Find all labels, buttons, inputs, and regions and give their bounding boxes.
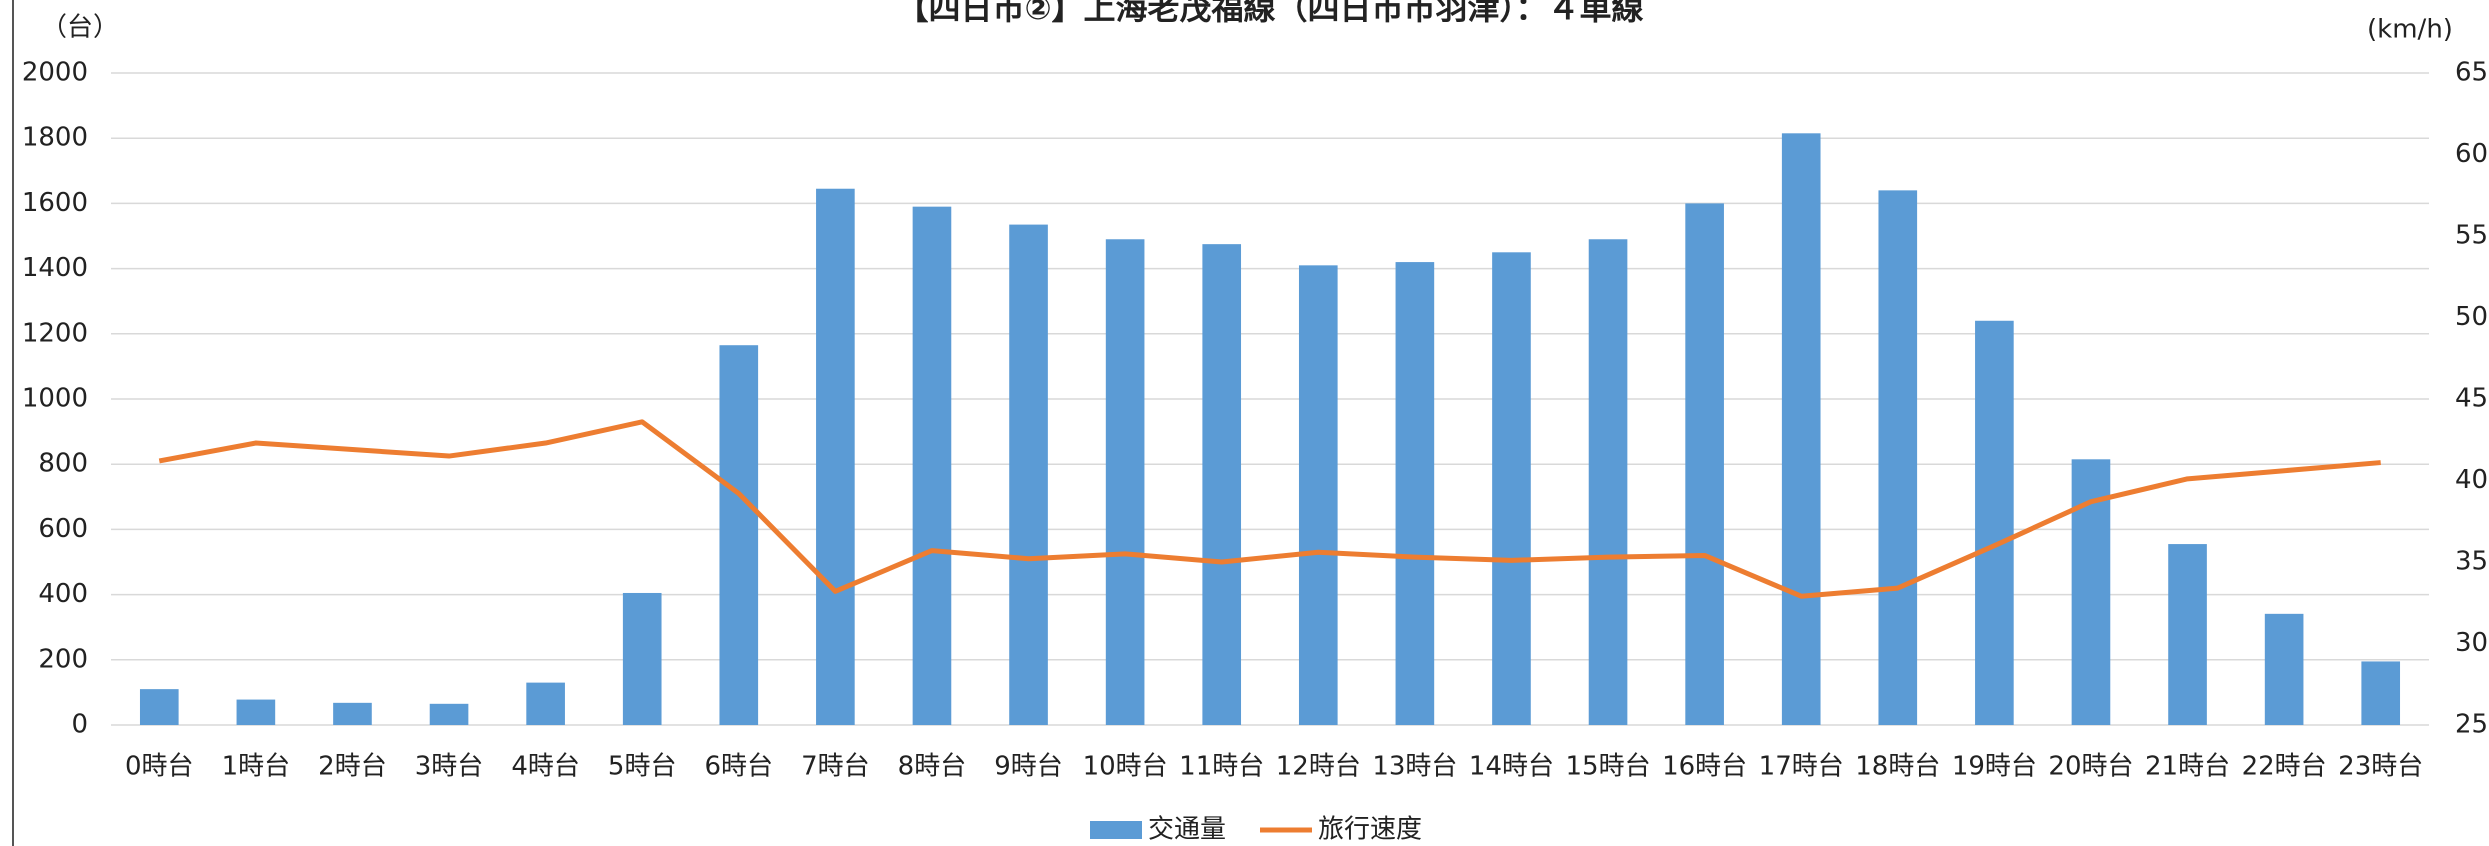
x-tick-label: 4時台 <box>511 752 580 782</box>
bar <box>719 345 759 725</box>
x-tick-label: 14時台 <box>1469 752 1554 782</box>
x-tick-label: 7時台 <box>801 752 870 782</box>
x-tick-label: 3時台 <box>415 752 484 782</box>
y-axis-unit: （台） <box>41 13 119 43</box>
y-tick-label: 1800 <box>22 123 88 153</box>
x-tick-label: 21時台 <box>2145 752 2230 782</box>
x-tick-label: 2時台 <box>318 752 387 782</box>
y-tick-label: 1200 <box>22 318 88 348</box>
y-tick-label: 600 <box>38 514 88 544</box>
bar <box>1878 190 1918 726</box>
bar <box>139 689 179 725</box>
x-tick-label: 16時台 <box>1662 752 1747 782</box>
bar <box>2168 544 2207 725</box>
x-tick-label: 22時台 <box>2242 752 2327 782</box>
x-tick-label: 19時台 <box>1952 752 2037 782</box>
bar <box>912 206 952 725</box>
bar <box>1298 265 1338 725</box>
x-tick-label: 10時台 <box>1083 752 1168 782</box>
y2-tick-label: 45 <box>2455 384 2488 414</box>
line <box>158 419 2381 599</box>
bar <box>333 702 372 725</box>
x-tick-label: 18時台 <box>1855 752 1940 782</box>
x-tick-label: 0時台 <box>125 752 194 782</box>
bar <box>1492 252 1531 726</box>
bar <box>1975 320 2014 725</box>
y-tick-label: 800 <box>38 449 88 479</box>
bar <box>622 592 662 725</box>
x-tick-label: 11時台 <box>1179 752 1264 782</box>
y-tick-label: 1600 <box>22 188 88 218</box>
y2-axis-unit: (km/h) <box>2367 15 2453 45</box>
y-tick-label: 1400 <box>22 253 88 283</box>
x-tick-label: 13時台 <box>1372 752 1457 782</box>
bar <box>1009 224 1048 725</box>
x-tick-label: 17時台 <box>1759 752 1844 782</box>
bar <box>1685 203 1724 725</box>
chart-title: 【四日市②】上海老茂福線（四日市市羽津）：４車線 <box>896 0 1643 27</box>
x-tick-label: 5時台 <box>608 752 677 782</box>
bar <box>236 699 276 725</box>
bar <box>816 188 855 726</box>
y2-tick-label: 25 <box>2455 710 2488 740</box>
x-tick-label: 1時台 <box>222 752 291 782</box>
y-tick-label: 2000 <box>22 58 88 88</box>
bar <box>1781 133 1821 725</box>
x-tick-label: 15時台 <box>1565 752 1650 782</box>
legend-swatch <box>1090 821 1142 839</box>
y2-tick-label: 60 <box>2455 139 2488 169</box>
bar <box>2361 661 2401 725</box>
y-tick-label: 0 <box>71 710 88 740</box>
legend-label: 旅行速度 <box>1318 815 1422 845</box>
bar <box>2264 613 2304 725</box>
bar <box>526 682 565 725</box>
y2-tick-label: 40 <box>2455 465 2488 495</box>
bar <box>429 703 469 725</box>
y-tick-label: 400 <box>38 579 88 609</box>
y-tick-label: 200 <box>38 644 88 674</box>
x-tick-label: 12時台 <box>1276 752 1361 782</box>
y2-tick-label: 50 <box>2455 302 2488 332</box>
y2-tick-label: 30 <box>2455 628 2488 658</box>
y2-tick-label: 35 <box>2455 547 2488 577</box>
legend-label: 交通量 <box>1148 815 1226 845</box>
y-tick-label: 1000 <box>22 384 88 414</box>
x-tick-label: 8時台 <box>898 752 967 782</box>
x-tick-label: 6時台 <box>705 752 774 782</box>
x-tick-label: 20時台 <box>2048 752 2133 782</box>
bar <box>1588 239 1628 725</box>
y2-tick-label: 65 <box>2455 58 2488 88</box>
x-tick-label: 23時台 <box>2338 752 2423 782</box>
bar <box>1105 239 1145 725</box>
y2-tick-label: 55 <box>2455 221 2488 251</box>
bar <box>1395 262 1435 725</box>
x-tick-label: 9時台 <box>994 752 1063 782</box>
bar <box>1202 244 1242 725</box>
